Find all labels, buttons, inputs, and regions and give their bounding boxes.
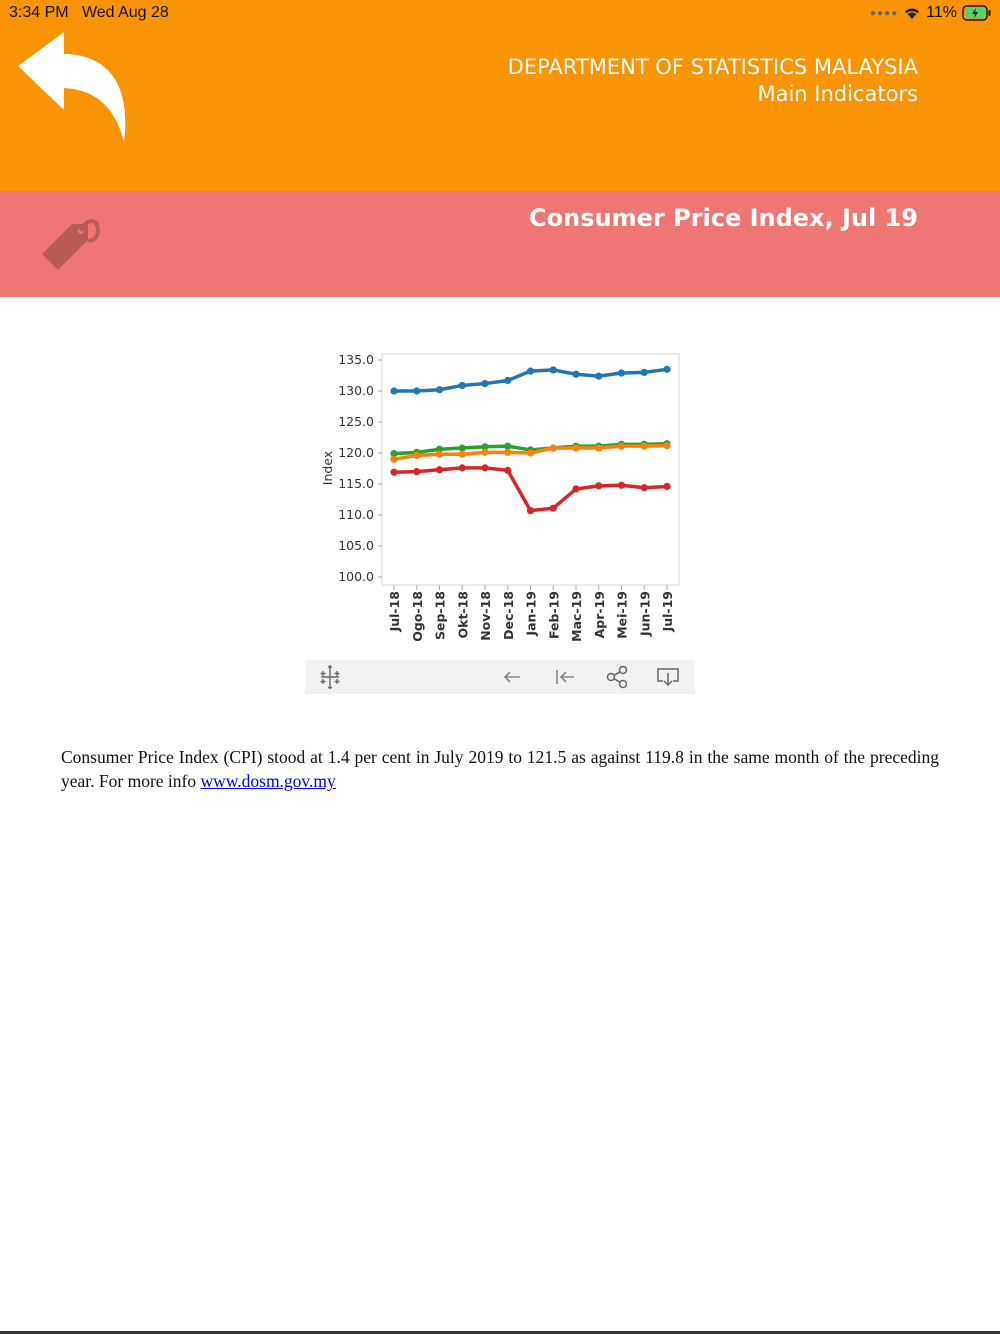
data-point <box>458 450 466 458</box>
status-right: ●●●● 11% <box>870 4 992 22</box>
chart-toolbar <box>305 660 695 694</box>
status-bar: 3:34 PM Wed Aug 28 ●●●● 11% <box>0 0 1000 26</box>
price-tag-icon <box>42 219 101 270</box>
data-point <box>572 370 580 378</box>
description: Consumer Price Index (CPI) stood at 1.4 … <box>61 745 939 793</box>
wifi-icon <box>905 8 920 19</box>
y-tick-label: 120.0 <box>338 445 374 460</box>
data-point <box>458 381 466 390</box>
battery-icon <box>962 5 991 21</box>
data-point <box>640 442 648 450</box>
data-point <box>640 484 648 492</box>
page-title: Consumer Price Index, Jul 19 <box>529 204 918 232</box>
bottom-divider <box>0 1331 1000 1334</box>
data-point <box>504 376 512 385</box>
data-point <box>481 443 489 451</box>
x-tick-label: Mei-19 <box>615 591 630 639</box>
plot-area <box>381 353 680 586</box>
data-point <box>617 481 626 489</box>
data-point <box>481 464 489 472</box>
data-point <box>617 442 626 450</box>
data-point <box>595 444 603 452</box>
org-block: DEPARTMENT OF STATISTICS MALAYSIA Main I… <box>508 54 918 108</box>
cpi-chart: 135.0 130.0 125.0 120.0 115.0 110.0 105.0 100.0… <box>305 340 695 660</box>
tableau-icon[interactable] <box>317 664 343 690</box>
data-point <box>458 464 466 472</box>
signal-icon: ●●●● <box>869 7 899 19</box>
data-point <box>504 466 512 474</box>
data-point <box>390 455 398 463</box>
battery-percent: 11% <box>926 4 957 21</box>
y-tick-label: 110.0 <box>338 507 374 522</box>
x-tick-label: Apr-19 <box>592 591 607 638</box>
description-text: Consumer Price Index (CPI) stood at 1.4 … <box>61 747 939 791</box>
data-point <box>640 368 648 376</box>
data-point <box>435 386 444 394</box>
y-tick-label: 100.0 <box>338 569 374 584</box>
org-name: DEPARTMENT OF STATISTICS MALAYSIA <box>507 55 918 79</box>
data-point <box>413 468 421 476</box>
data-point <box>526 367 535 375</box>
dosm-link[interactable]: www.dosm.gov.my <box>200 771 336 791</box>
data-point <box>435 450 444 458</box>
data-point <box>390 468 398 476</box>
share-icon[interactable] <box>604 664 630 690</box>
app-header: DEPARTMENT OF STATISTICS MALAYSIA Main I… <box>0 26 1000 191</box>
data-point <box>595 482 603 490</box>
data-point <box>435 445 444 453</box>
data-point <box>390 450 398 458</box>
x-tick-label: Jun-19 <box>637 591 652 637</box>
data-point <box>526 507 535 515</box>
data-point <box>572 485 580 493</box>
data-point <box>549 504 557 512</box>
x-tick-label: Feb-19 <box>546 591 561 639</box>
y-tick-label: 135.0 <box>338 352 374 367</box>
data-point <box>481 448 489 456</box>
data-point <box>526 449 535 457</box>
y-tick-label: 105.0 <box>338 538 374 553</box>
download-icon[interactable] <box>655 664 681 690</box>
data-point <box>413 387 421 395</box>
data-point <box>413 451 421 460</box>
y-axis-label: Index <box>320 451 335 485</box>
data-point <box>617 369 626 377</box>
x-tick-label: Jul-19 <box>660 591 675 632</box>
back-arrow-icon[interactable] <box>14 32 134 144</box>
data-point <box>663 441 671 450</box>
y-tick-label: 130.0 <box>338 383 374 398</box>
chart-svg: 135.0 130.0 125.0 120.0 115.0 110.0 105.0 100.0… <box>320 352 680 642</box>
data-point <box>481 379 489 388</box>
data-point <box>595 372 603 380</box>
y-tick-label: 115.0 <box>338 476 374 491</box>
x-tick-label: Ogo-18 <box>410 591 425 642</box>
data-point <box>663 365 671 373</box>
title-bar <box>0 191 1000 297</box>
data-point <box>458 444 466 452</box>
revert-icon[interactable] <box>552 664 578 690</box>
x-tick-label: Nov-18 <box>478 591 493 641</box>
data-point <box>549 366 557 374</box>
undo-icon[interactable] <box>499 664 525 690</box>
x-tick-label: Sep-18 <box>433 591 448 640</box>
data-point <box>504 442 512 450</box>
x-tick-label: Dec-18 <box>501 591 516 640</box>
x-tick-label: Mac-19 <box>569 591 584 642</box>
data-point <box>435 466 444 474</box>
x-tick-label: Jan-19 <box>524 591 539 637</box>
data-point <box>390 387 398 395</box>
header-subtitle: Main Indicators <box>757 82 918 106</box>
data-point <box>549 444 557 452</box>
x-tick-label: Okt-18 <box>455 591 470 639</box>
data-point <box>572 444 580 452</box>
data-point <box>663 482 671 491</box>
x-tick-label: Jul-18 <box>387 591 402 632</box>
y-tick-label: 125.0 <box>338 414 374 429</box>
status-time: 3:34 PM Wed Aug 28 <box>9 4 169 21</box>
data-point <box>504 448 512 456</box>
